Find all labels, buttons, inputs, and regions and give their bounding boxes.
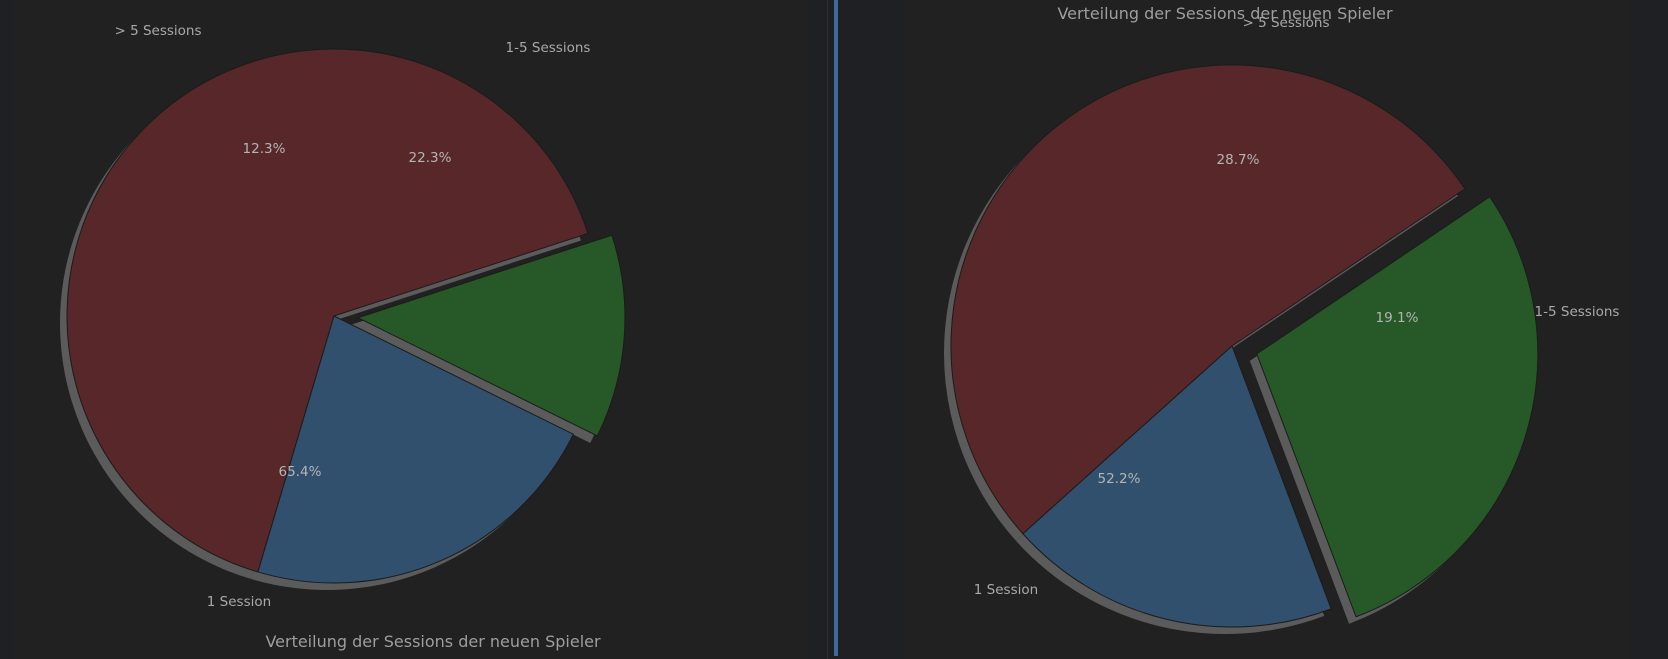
pie-chart-left: 1 Session 1-5 Sessions > 5 Sessions 65.4…: [60, 23, 626, 651]
pie-slice-1-5-sessions: [257, 315, 575, 584]
panel-accent-bar: [834, 0, 838, 656]
chart-title-left: Verteilung der Sessions der neuen Spiele…: [265, 632, 601, 651]
pie-slice-5-sessions: [1256, 196, 1539, 618]
pie-slice-1-5-sessions: [1022, 345, 1332, 628]
slice-percent-1-session: 52.2%: [1098, 471, 1141, 487]
slice-label-1-5-sessions: 1-5 Sessions: [1535, 304, 1620, 320]
slice-percent-1-5-sessions: 19.1%: [1376, 310, 1419, 326]
slice-label-1-session: 1 Session: [207, 594, 271, 610]
pie-chart-right: 1 Session 1-5 Sessions > 5 Sessions 52.2…: [943, 4, 1620, 634]
slice-label-1-5-sessions: 1-5 Sessions: [506, 40, 591, 56]
slice-percent-1-5-sessions: 22.3%: [409, 150, 452, 166]
slice-percent-5plus-sessions: 12.3%: [243, 141, 286, 157]
slice-label-5plus-sessions: > 5 Sessions: [114, 23, 201, 39]
pie-slice-1-session: [950, 64, 1466, 535]
slice-label-1-session: 1 Session: [974, 582, 1038, 598]
chart-title-right: Verteilung der Sessions der neuen Spiele…: [1057, 4, 1393, 23]
pie-slice-1-session: [66, 48, 589, 573]
slice-label-5plus-sessions: > 5 Sessions: [1242, 15, 1329, 31]
slice-percent-1-session: 65.4%: [279, 464, 322, 480]
panel-divider: [827, 0, 828, 659]
pie-slice-5-sessions: [356, 234, 626, 437]
slice-percent-5plus-sessions: 28.7%: [1217, 152, 1260, 168]
